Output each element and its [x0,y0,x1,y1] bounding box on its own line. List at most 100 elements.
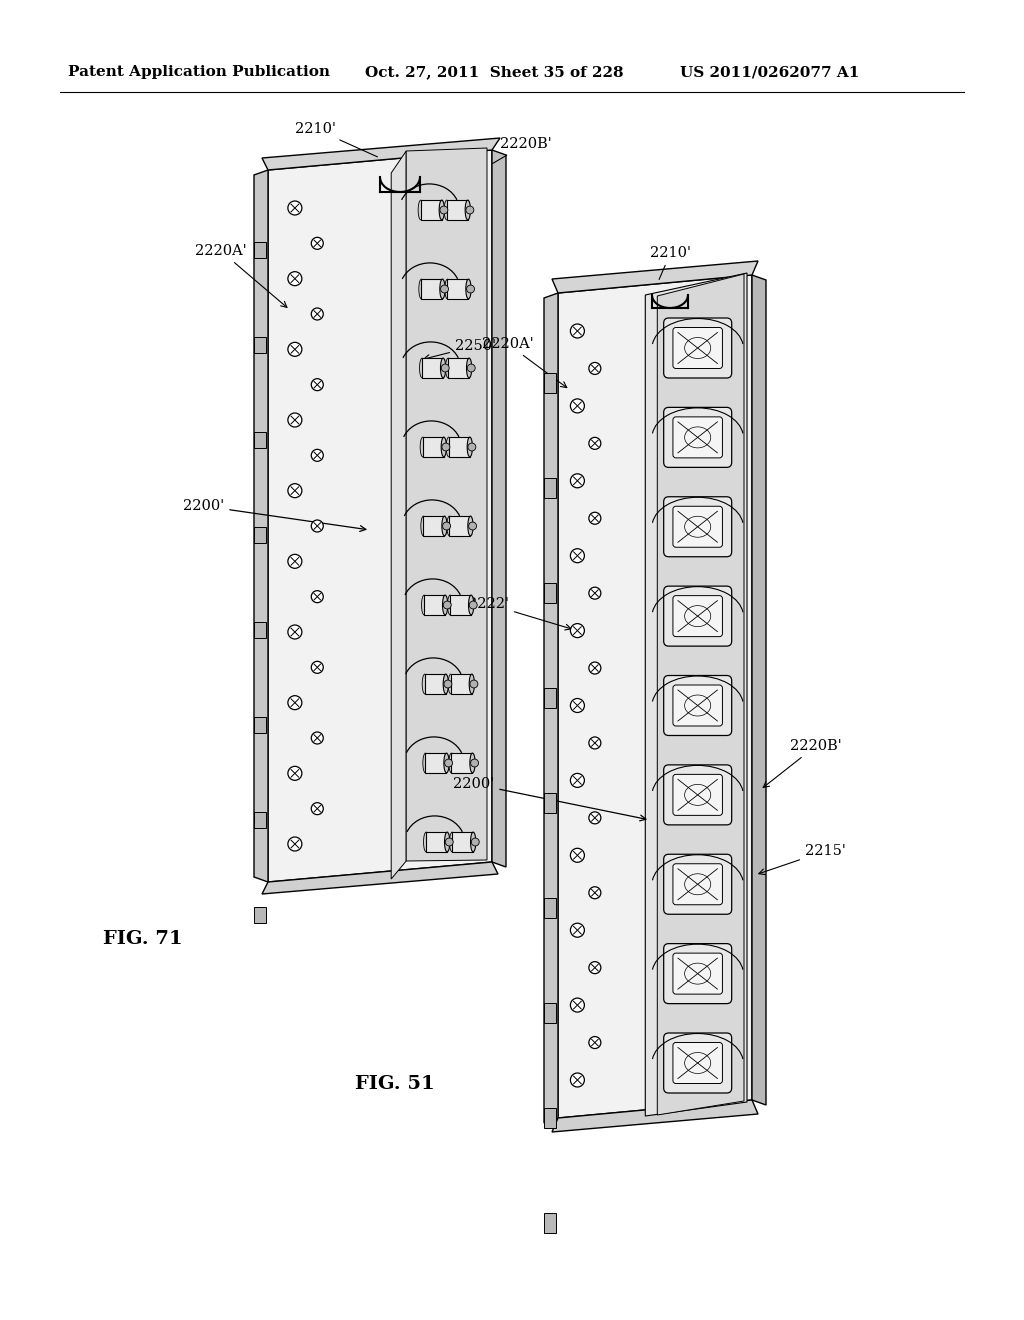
Circle shape [570,399,585,413]
Polygon shape [657,275,744,1115]
Circle shape [311,379,324,391]
Text: FIG. 51: FIG. 51 [355,1074,435,1093]
Polygon shape [449,358,469,378]
Polygon shape [425,675,445,694]
Polygon shape [451,595,471,615]
Circle shape [570,323,585,338]
Polygon shape [544,374,556,393]
FancyBboxPatch shape [664,676,732,735]
Circle shape [288,483,302,498]
FancyBboxPatch shape [664,408,732,467]
Circle shape [288,767,302,780]
Polygon shape [254,622,266,638]
FancyBboxPatch shape [664,764,732,825]
Ellipse shape [449,675,454,694]
FancyBboxPatch shape [673,1043,722,1084]
Ellipse shape [419,279,424,298]
FancyBboxPatch shape [664,318,732,378]
Polygon shape [492,150,506,867]
Circle shape [589,887,601,899]
Polygon shape [254,717,266,733]
Text: 2250': 2250' [424,339,496,360]
Ellipse shape [469,595,474,615]
Polygon shape [262,862,498,894]
Ellipse shape [444,832,450,851]
Polygon shape [544,793,556,813]
Ellipse shape [443,754,450,774]
Polygon shape [254,527,266,543]
Circle shape [440,206,447,214]
Polygon shape [752,275,766,1105]
Circle shape [470,680,478,688]
Polygon shape [452,754,472,774]
Circle shape [311,238,324,249]
Text: 2220B': 2220B' [763,739,842,788]
Ellipse shape [443,675,449,694]
Circle shape [471,838,479,846]
FancyBboxPatch shape [664,944,732,1003]
Circle shape [311,590,324,603]
Polygon shape [254,432,266,447]
Circle shape [288,272,302,285]
Text: 2220A': 2220A' [195,244,287,308]
Ellipse shape [441,516,447,536]
Circle shape [589,512,601,524]
Circle shape [570,998,585,1012]
FancyBboxPatch shape [673,775,722,816]
Ellipse shape [450,832,455,851]
Circle shape [288,201,302,215]
Polygon shape [451,675,472,694]
Polygon shape [544,1213,556,1233]
Circle shape [441,364,450,372]
Polygon shape [391,150,407,879]
Circle shape [288,837,302,851]
Polygon shape [262,139,500,170]
Circle shape [589,437,601,449]
Polygon shape [422,358,443,378]
Circle shape [589,587,601,599]
Ellipse shape [469,675,474,694]
Circle shape [443,601,452,609]
FancyBboxPatch shape [664,586,732,645]
Text: Oct. 27, 2011  Sheet 35 of 228: Oct. 27, 2011 Sheet 35 of 228 [365,65,624,79]
Polygon shape [544,1107,556,1129]
Ellipse shape [445,358,451,378]
FancyBboxPatch shape [673,327,722,368]
Ellipse shape [422,675,427,694]
Circle shape [570,849,585,862]
Circle shape [440,285,449,293]
Ellipse shape [420,437,425,457]
FancyBboxPatch shape [673,507,722,548]
Circle shape [444,680,452,688]
Circle shape [288,342,302,356]
FancyBboxPatch shape [673,595,722,636]
Circle shape [444,759,453,767]
Ellipse shape [446,516,452,536]
Polygon shape [552,1100,758,1133]
Circle shape [589,363,601,375]
Polygon shape [453,832,473,851]
Circle shape [288,696,302,710]
Circle shape [288,413,302,426]
Circle shape [570,923,585,937]
Circle shape [467,364,475,372]
FancyBboxPatch shape [664,496,732,557]
Polygon shape [447,279,468,298]
Polygon shape [254,812,266,828]
Polygon shape [426,832,447,851]
Polygon shape [449,437,470,457]
Circle shape [589,812,601,824]
Polygon shape [450,516,470,536]
Circle shape [570,549,585,562]
Circle shape [311,520,324,532]
Circle shape [570,623,585,638]
Circle shape [471,759,478,767]
Circle shape [570,774,585,788]
Text: 2215': 2215' [759,843,846,875]
Polygon shape [544,688,556,708]
Circle shape [311,308,324,319]
Text: Patent Application Publication: Patent Application Publication [68,65,330,79]
Polygon shape [558,275,752,1118]
Ellipse shape [423,754,428,774]
Circle shape [445,838,454,846]
